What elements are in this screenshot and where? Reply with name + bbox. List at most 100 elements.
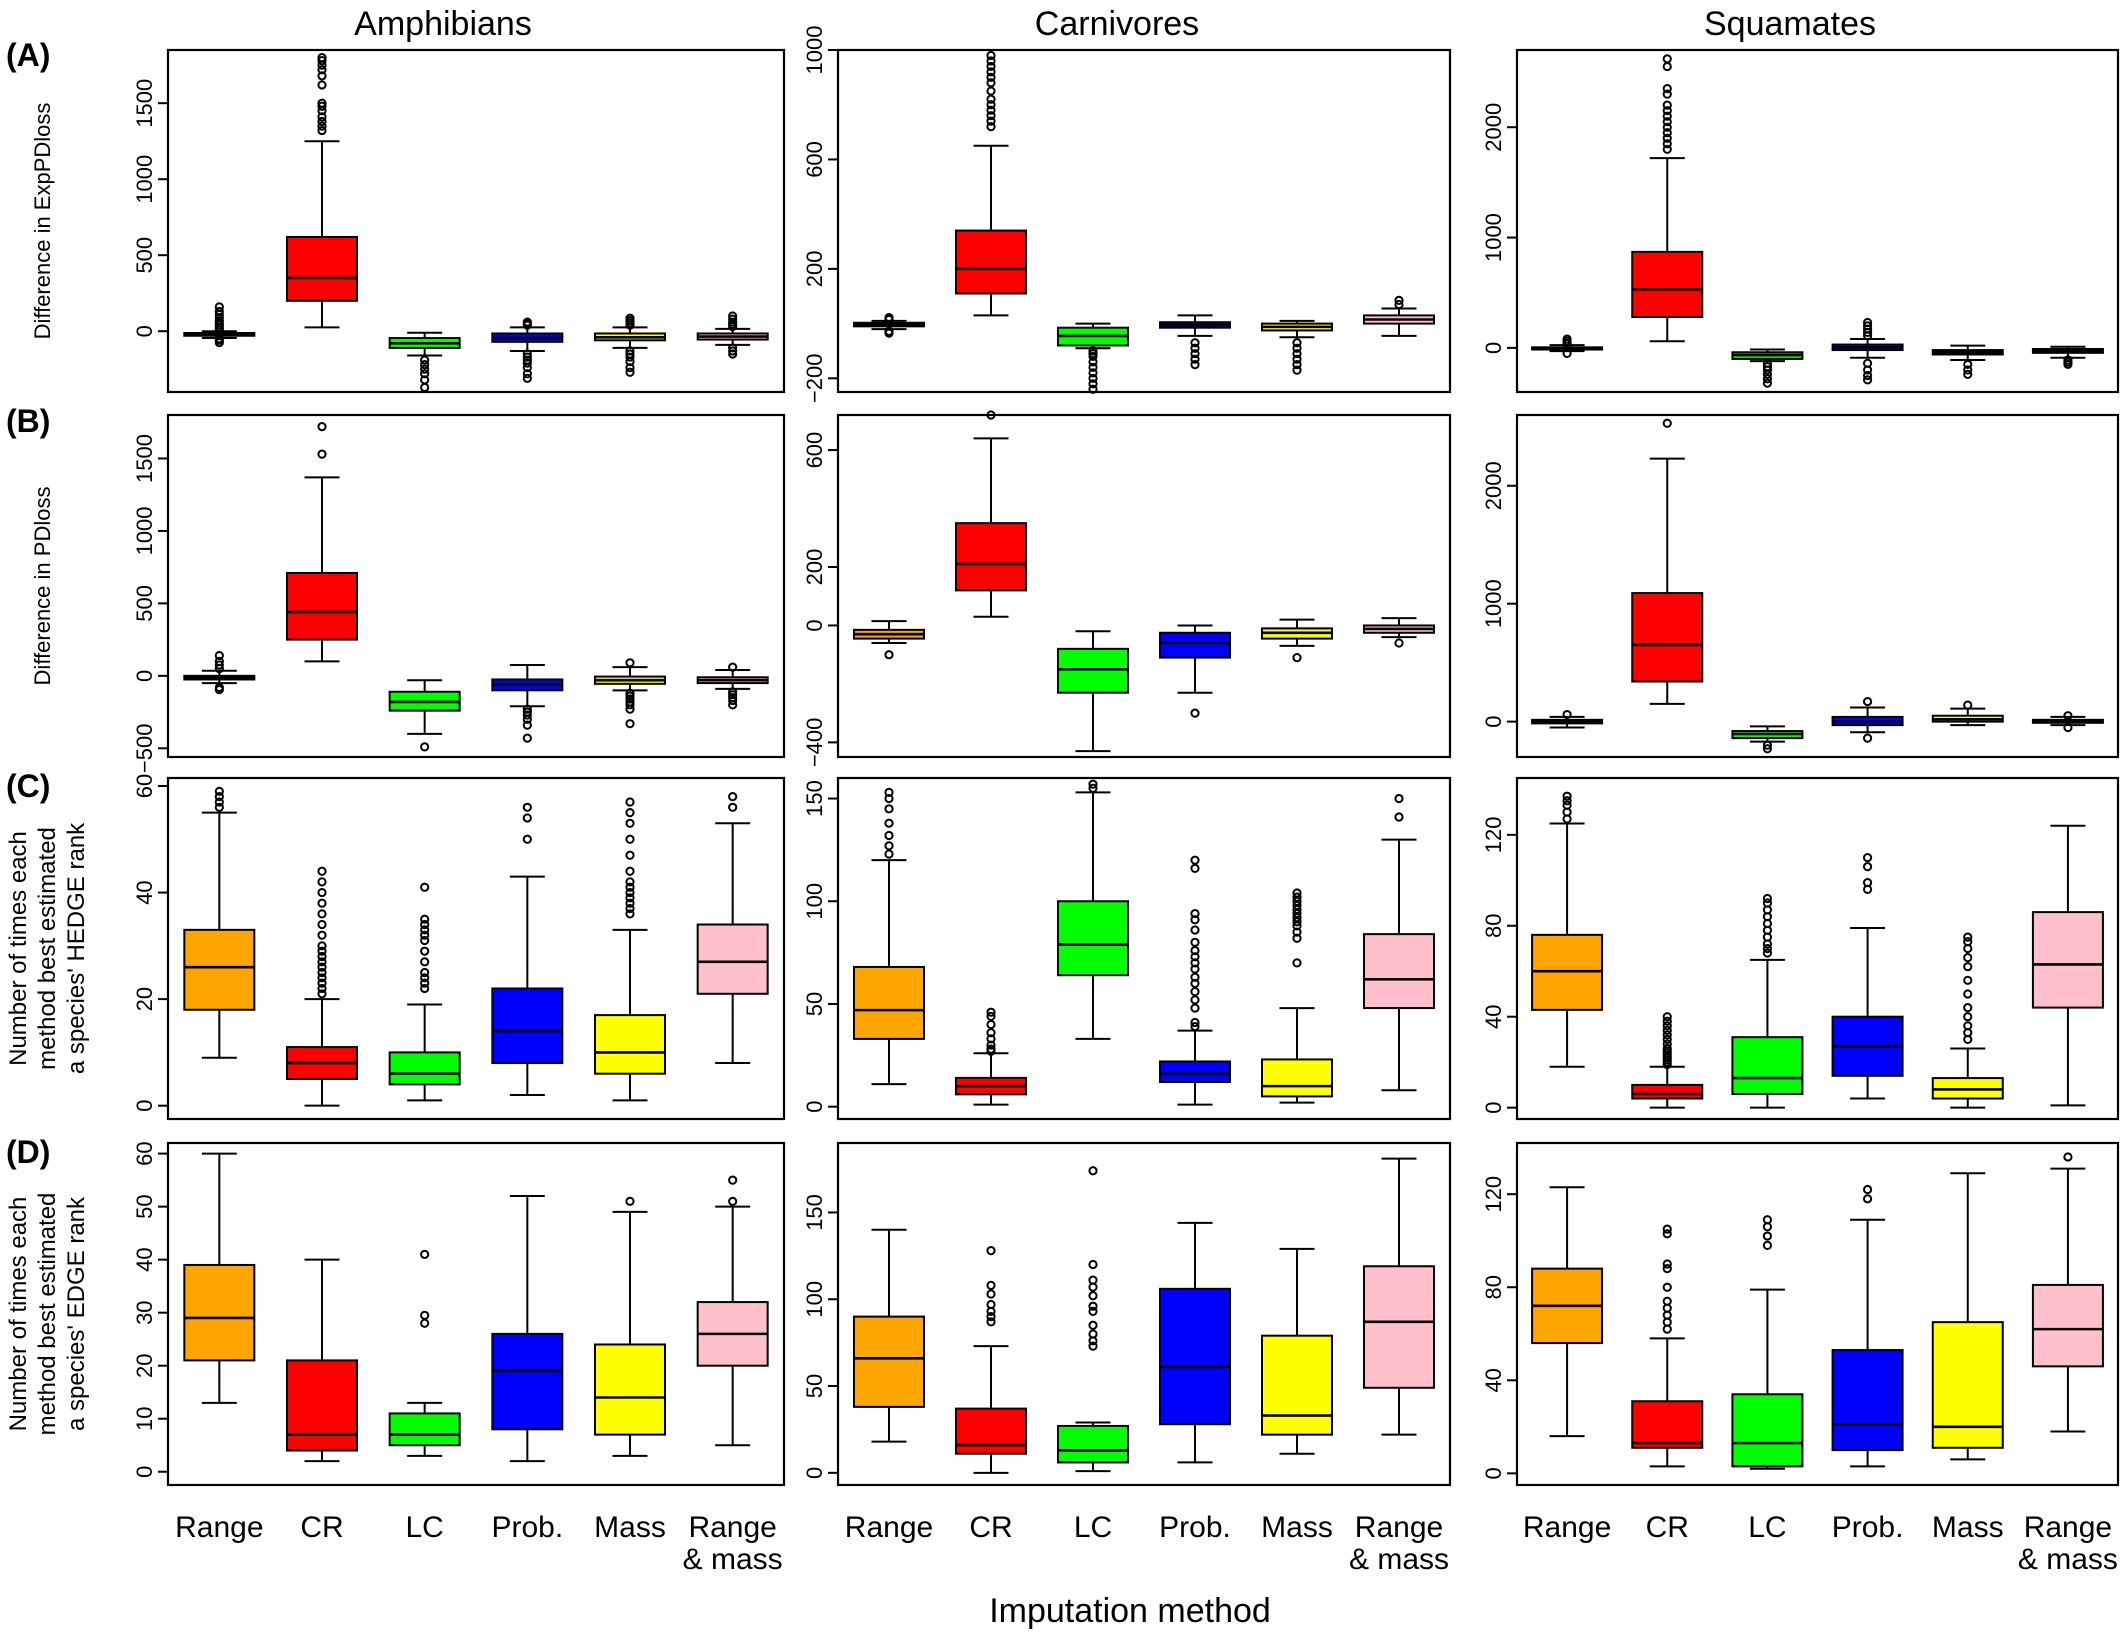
y-tick-label: 500 [132, 585, 157, 622]
box-mass [1261, 319, 1333, 375]
box-mass [1931, 1172, 2004, 1461]
category-label: Range [1355, 1511, 1443, 1544]
box-mass [594, 313, 666, 377]
outlier-point [986, 1028, 996, 1038]
outlier-point [1292, 921, 1302, 931]
outlier-point [1963, 1003, 1973, 1013]
outlier-point [625, 352, 635, 362]
outlier-point [1190, 343, 1200, 353]
category-label: Prob. [1832, 1511, 1904, 1544]
outlier-point [317, 898, 327, 908]
box-range [1531, 709, 1604, 729]
category-label: & mass [683, 1543, 783, 1576]
outlier-point [1662, 84, 1672, 94]
outlier-point [522, 352, 532, 362]
outlier-point [1190, 1017, 1200, 1028]
box-range-mass [1363, 793, 1435, 1092]
outlier-point [1662, 1030, 1672, 1040]
outlier-point [1190, 945, 1200, 956]
outlier-point [1862, 696, 1873, 707]
outlier-point [1190, 987, 1200, 997]
outlier-point [728, 662, 738, 672]
outlier-point [317, 116, 327, 127]
y-tick-label: 80 [1481, 1275, 1506, 1299]
outlier-point [625, 877, 635, 887]
outlier-point [1088, 1166, 1098, 1176]
iqr-box [1731, 1036, 1804, 1095]
box-mass [1931, 932, 2004, 1109]
outlier-point [317, 978, 327, 988]
outlier-point [1963, 962, 1973, 972]
outlier-point [1662, 1012, 1672, 1022]
plot-frame [1515, 1141, 2120, 1487]
column-titles: Amphibians Carnivores Squamates [354, 5, 1876, 43]
iqr-box [594, 1343, 666, 1436]
box-prob [491, 802, 564, 1097]
y-axis-title-line: a species' EDGE rank [63, 1196, 90, 1431]
outlier-point [420, 914, 430, 924]
outlier-point [317, 951, 327, 962]
outlier-point [986, 116, 996, 126]
outlier-point [522, 714, 532, 724]
outlier-point [1963, 1012, 1973, 1022]
iqr-box [1057, 647, 1129, 694]
outlier-point [1562, 800, 1572, 810]
outlier-point [986, 67, 996, 77]
box-prob [1159, 1221, 1231, 1464]
outlier-point [1662, 122, 1672, 132]
box-prob [1831, 1184, 1904, 1468]
plot-frame [1515, 776, 2120, 1121]
outlier-point [1562, 796, 1572, 806]
category-label: Range [2024, 1511, 2112, 1544]
outlier-point [317, 887, 327, 898]
iqr-box [1363, 1265, 1435, 1389]
outlier-point [317, 957, 327, 967]
outlier-point [420, 355, 430, 365]
outlier-point [625, 866, 635, 876]
outlier-point [986, 1011, 996, 1021]
plot-frame [166, 413, 786, 759]
outlier-point [884, 818, 894, 828]
outlier-point [317, 866, 327, 876]
outlier-point [986, 1007, 996, 1017]
panel-a-carnivores: −200 200 600 1000 [802, 26, 1452, 403]
outlier-point [317, 930, 327, 940]
box-cr [955, 50, 1027, 317]
box-mass [1261, 888, 1333, 1104]
y-tick-label: 0 [132, 325, 157, 337]
category-label: Mass [594, 1511, 666, 1544]
outlier-point [1662, 418, 1672, 428]
outlier-point [1190, 863, 1200, 873]
y-tick-label: 1000 [1481, 579, 1506, 628]
outlier-point [317, 112, 327, 122]
outlier-point [625, 313, 635, 323]
outlier-point [1292, 343, 1302, 353]
outlier-point [1662, 117, 1672, 127]
box-range-mass [2031, 711, 2104, 733]
outlier-point [317, 962, 327, 972]
iqr-box [2031, 911, 2104, 1009]
outlier-point [214, 306, 224, 317]
outlier-point [1088, 351, 1098, 362]
panel-a-squamates: 0 1000 2000 [1481, 48, 2120, 394]
outlier-point [317, 449, 327, 459]
outlier-point [625, 893, 635, 903]
outlier-point [728, 695, 738, 706]
outlier-point [317, 101, 327, 111]
outlier-point [1394, 299, 1404, 310]
outlier-point [1662, 1296, 1672, 1306]
box-lc [388, 679, 461, 752]
outlier-point [1292, 927, 1302, 937]
y-tick-label: 120 [1481, 1176, 1506, 1213]
outlier-point [1662, 54, 1672, 64]
outlier-point [986, 111, 996, 121]
y-axis-title-line: Difference in PDloss [30, 487, 55, 686]
outlier-point [625, 704, 635, 714]
outlier-point [1292, 892, 1302, 902]
outlier-point [522, 317, 532, 327]
outlier-point [2063, 722, 2073, 733]
outlier-point [214, 302, 224, 312]
outlier-point [2063, 711, 2073, 721]
outlier-point [1088, 1291, 1098, 1301]
category-label: Mass [1261, 1511, 1333, 1544]
